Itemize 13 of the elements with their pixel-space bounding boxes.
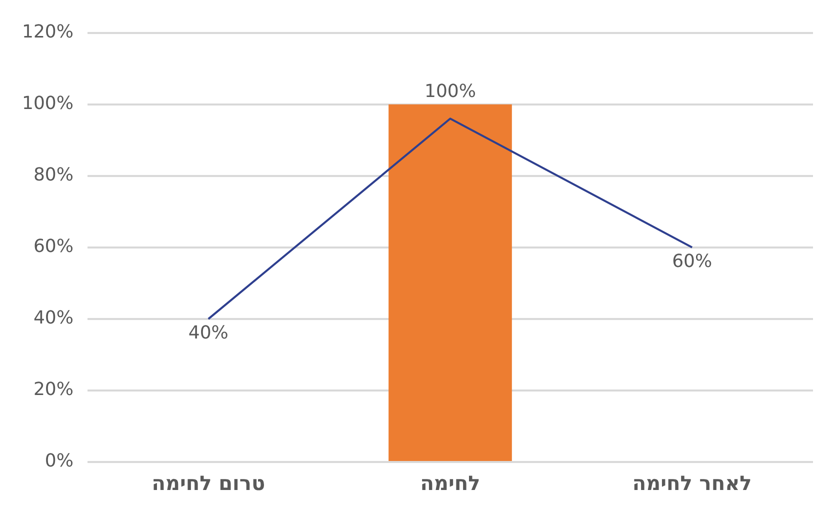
x-tick-label: טרום לחימה — [152, 471, 266, 496]
y-tick-label: 40% — [33, 308, 74, 329]
data-label: 60% — [672, 251, 712, 272]
y-tick-label: 0% — [44, 450, 74, 472]
data-label: 100% — [424, 81, 476, 102]
y-tick-label: 20% — [33, 379, 74, 400]
y-tick-label: 100% — [22, 93, 74, 114]
y-tick-label: 60% — [33, 236, 74, 258]
y-tick-label: 120% — [22, 21, 74, 42]
data-label: 40% — [188, 322, 228, 344]
x-tick-label: לאחר לחימה — [632, 471, 752, 496]
x-tick-label: לחימה — [420, 471, 480, 496]
y-tick-label: 80% — [33, 164, 74, 186]
